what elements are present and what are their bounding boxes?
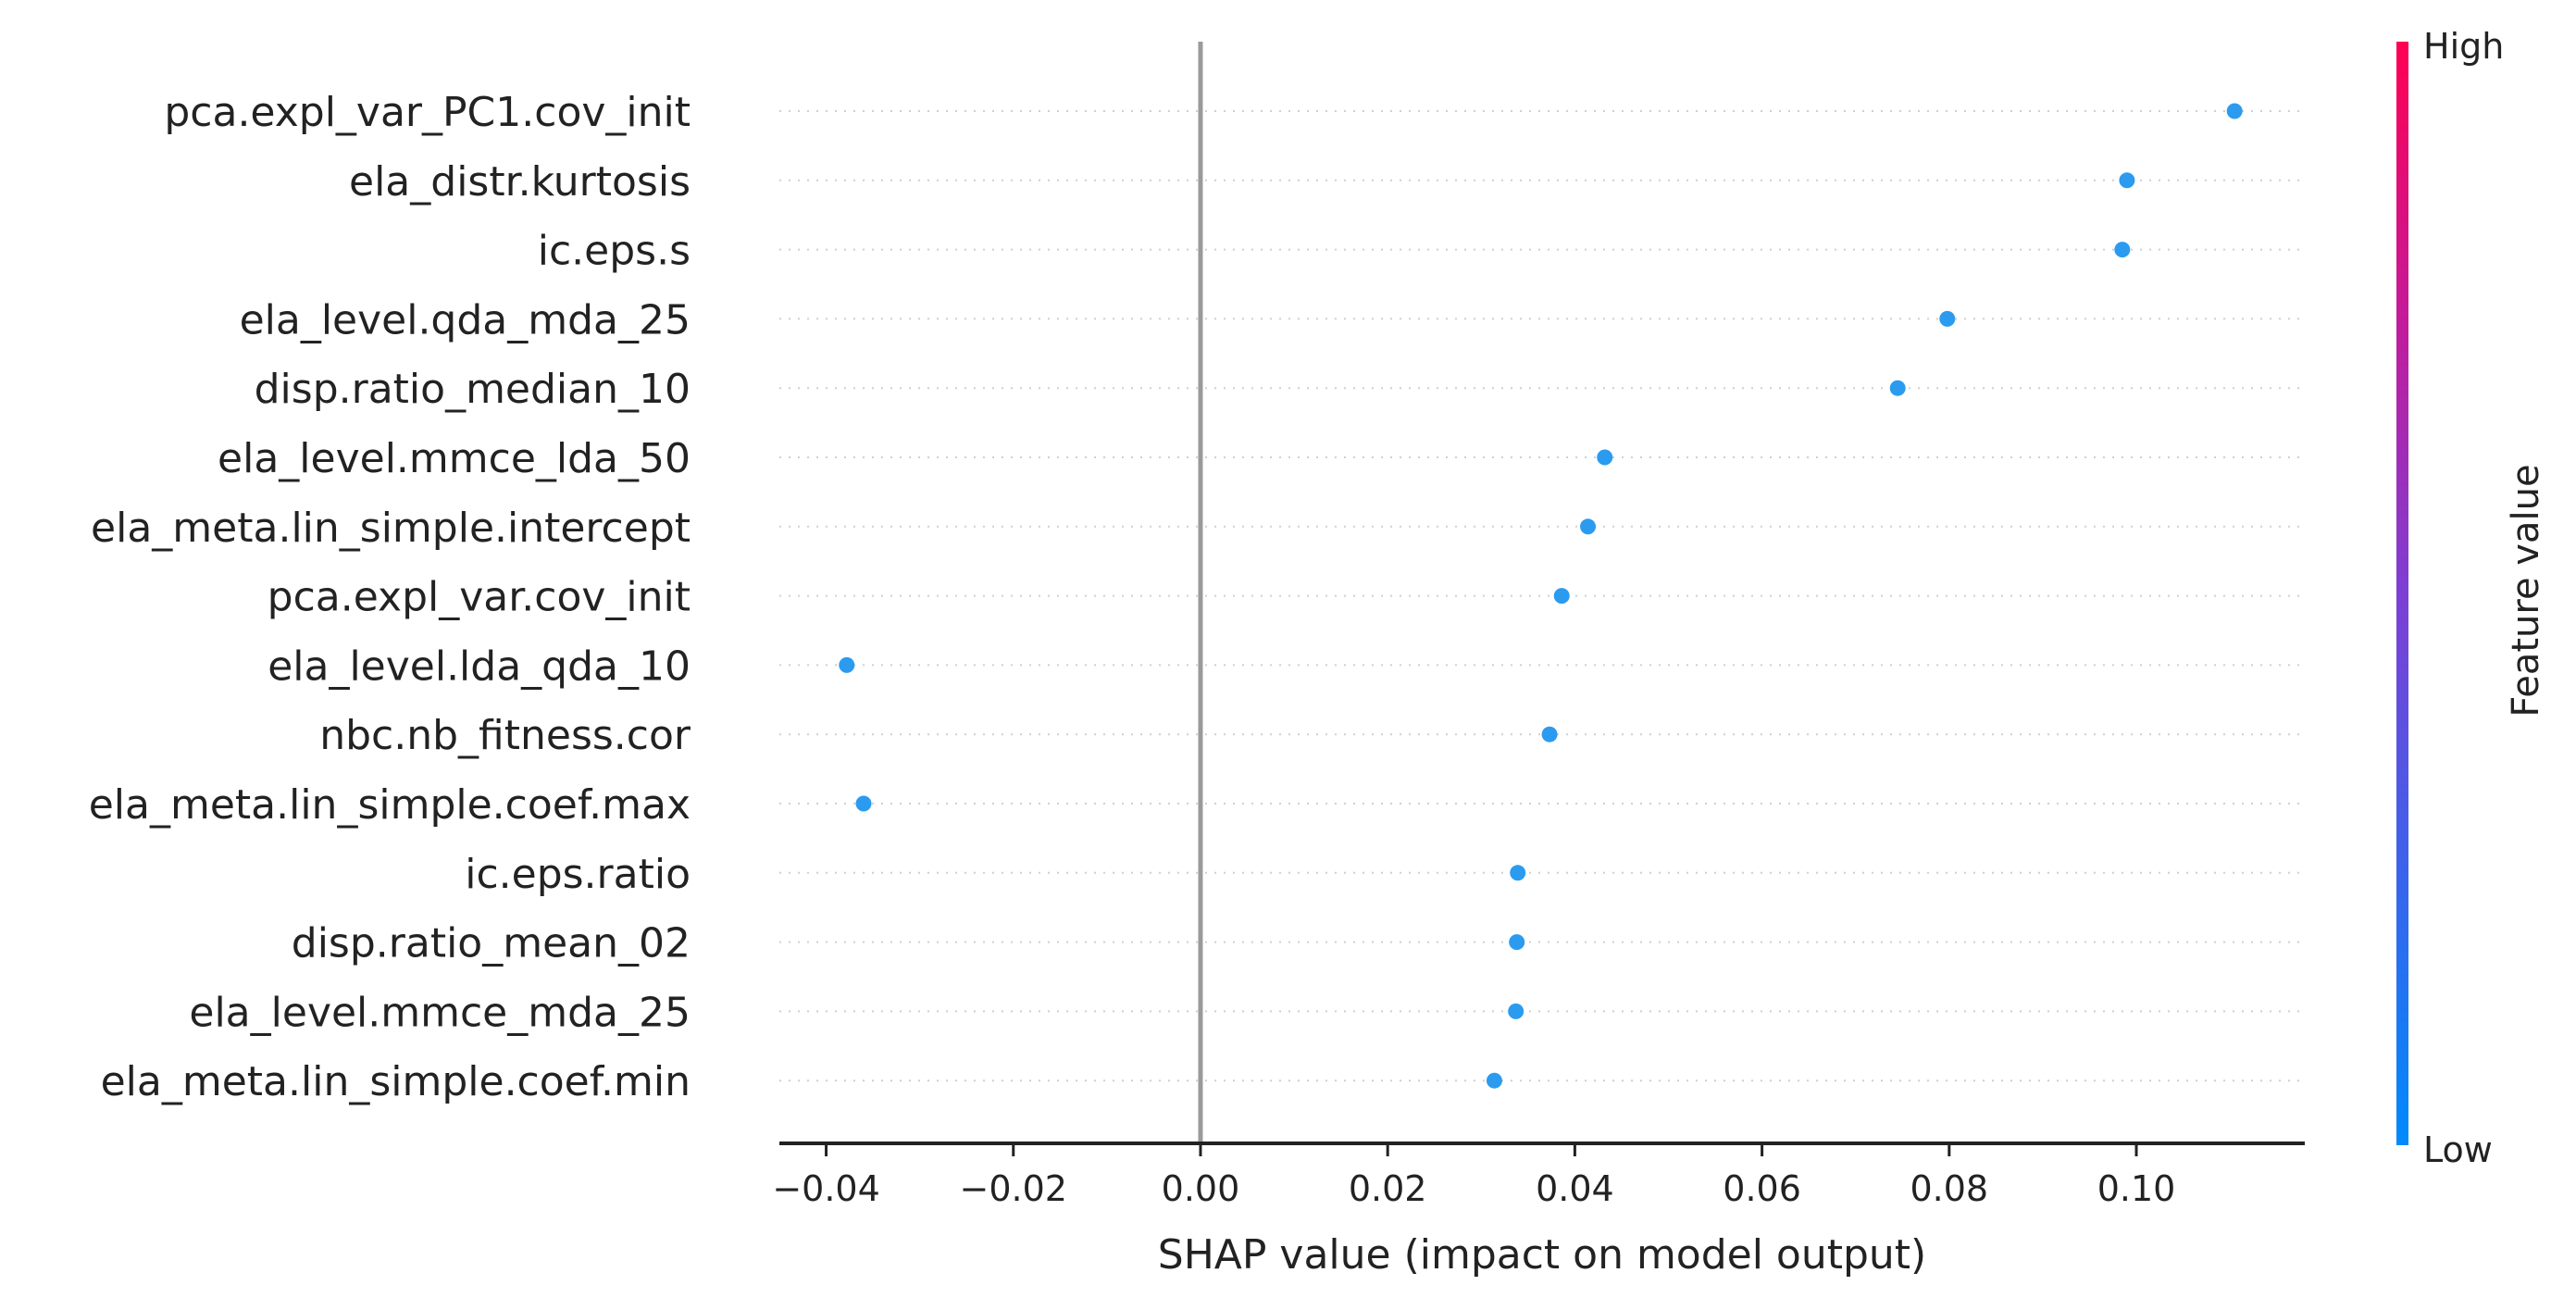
shap-point xyxy=(1597,449,1613,466)
shap-point xyxy=(1510,865,1526,881)
feature-label: ela_level.lda_qda_10 xyxy=(268,643,691,690)
shap-points xyxy=(839,103,2243,1089)
shap-point xyxy=(2119,172,2135,189)
feature-rows: pca.expl_var_PC1.cov_init ela_distr.kurto… xyxy=(89,89,2305,1105)
feature-label: ela_level.qda_mda_25 xyxy=(240,296,691,343)
feature-label: ela_level.mmce_mda_25 xyxy=(189,989,691,1036)
x-tick-label: −0.02 xyxy=(960,1168,1067,1209)
x-tick-label: −0.04 xyxy=(772,1168,879,1209)
shap-point xyxy=(1580,518,1597,535)
feature-label: ic.eps.ratio xyxy=(465,851,691,898)
shap-point xyxy=(1553,588,1570,605)
shap-point xyxy=(1541,726,1558,742)
shap-point xyxy=(1889,380,1906,396)
colorbar-title: Feature value xyxy=(2505,464,2547,717)
feature-label: ela_meta.lin_simple.coef.min xyxy=(101,1058,691,1105)
colorbar-low-label: Low xyxy=(2423,1129,2493,1170)
shap-point xyxy=(1508,1003,1524,1019)
feature-label: ela_meta.lin_simple.intercept xyxy=(91,505,691,552)
shap-point xyxy=(839,656,855,673)
feature-label: disp.ratio_median_10 xyxy=(255,366,691,413)
x-tick-label: 0.04 xyxy=(1536,1168,1614,1209)
colorbar: High Low Feature value xyxy=(2396,26,2547,1170)
x-tick-label: 0.02 xyxy=(1349,1168,1427,1209)
shap-point xyxy=(1509,934,1525,951)
x-tick-label: 0.08 xyxy=(1910,1168,1988,1209)
feature-label: pca.expl_var_PC1.cov_init xyxy=(164,89,691,136)
x-axis-ticks: −0.04 −0.02 0.00 0.02 0.04 0.06 0.08 0.10 xyxy=(772,1143,2175,1209)
feature-label: nbc.nb_fitness.cor xyxy=(319,712,691,759)
shap-point xyxy=(2226,103,2243,119)
shap-point xyxy=(1486,1072,1502,1089)
x-tick-label: 0.06 xyxy=(1723,1168,1801,1209)
shap-point xyxy=(855,795,872,812)
feature-label: pca.expl_var.cov_init xyxy=(268,574,691,621)
x-tick-label: 0.00 xyxy=(1162,1168,1240,1209)
feature-label: ela_meta.lin_simple.coef.max xyxy=(89,781,691,829)
shap-point xyxy=(2114,242,2131,258)
feature-label: disp.ratio_mean_02 xyxy=(292,920,691,967)
feature-label: ela_distr.kurtosis xyxy=(349,158,691,206)
x-axis-title: SHAP value (impact on model output) xyxy=(1158,1231,1926,1279)
colorbar-gradient xyxy=(2396,42,2408,1145)
feature-label: ic.eps.s xyxy=(538,228,691,275)
colorbar-high-label: High xyxy=(2423,26,2504,67)
feature-label: ela_level.mmce_lda_50 xyxy=(218,435,691,482)
x-tick-label: 0.10 xyxy=(2097,1168,2176,1209)
shap-point xyxy=(1939,310,1956,327)
